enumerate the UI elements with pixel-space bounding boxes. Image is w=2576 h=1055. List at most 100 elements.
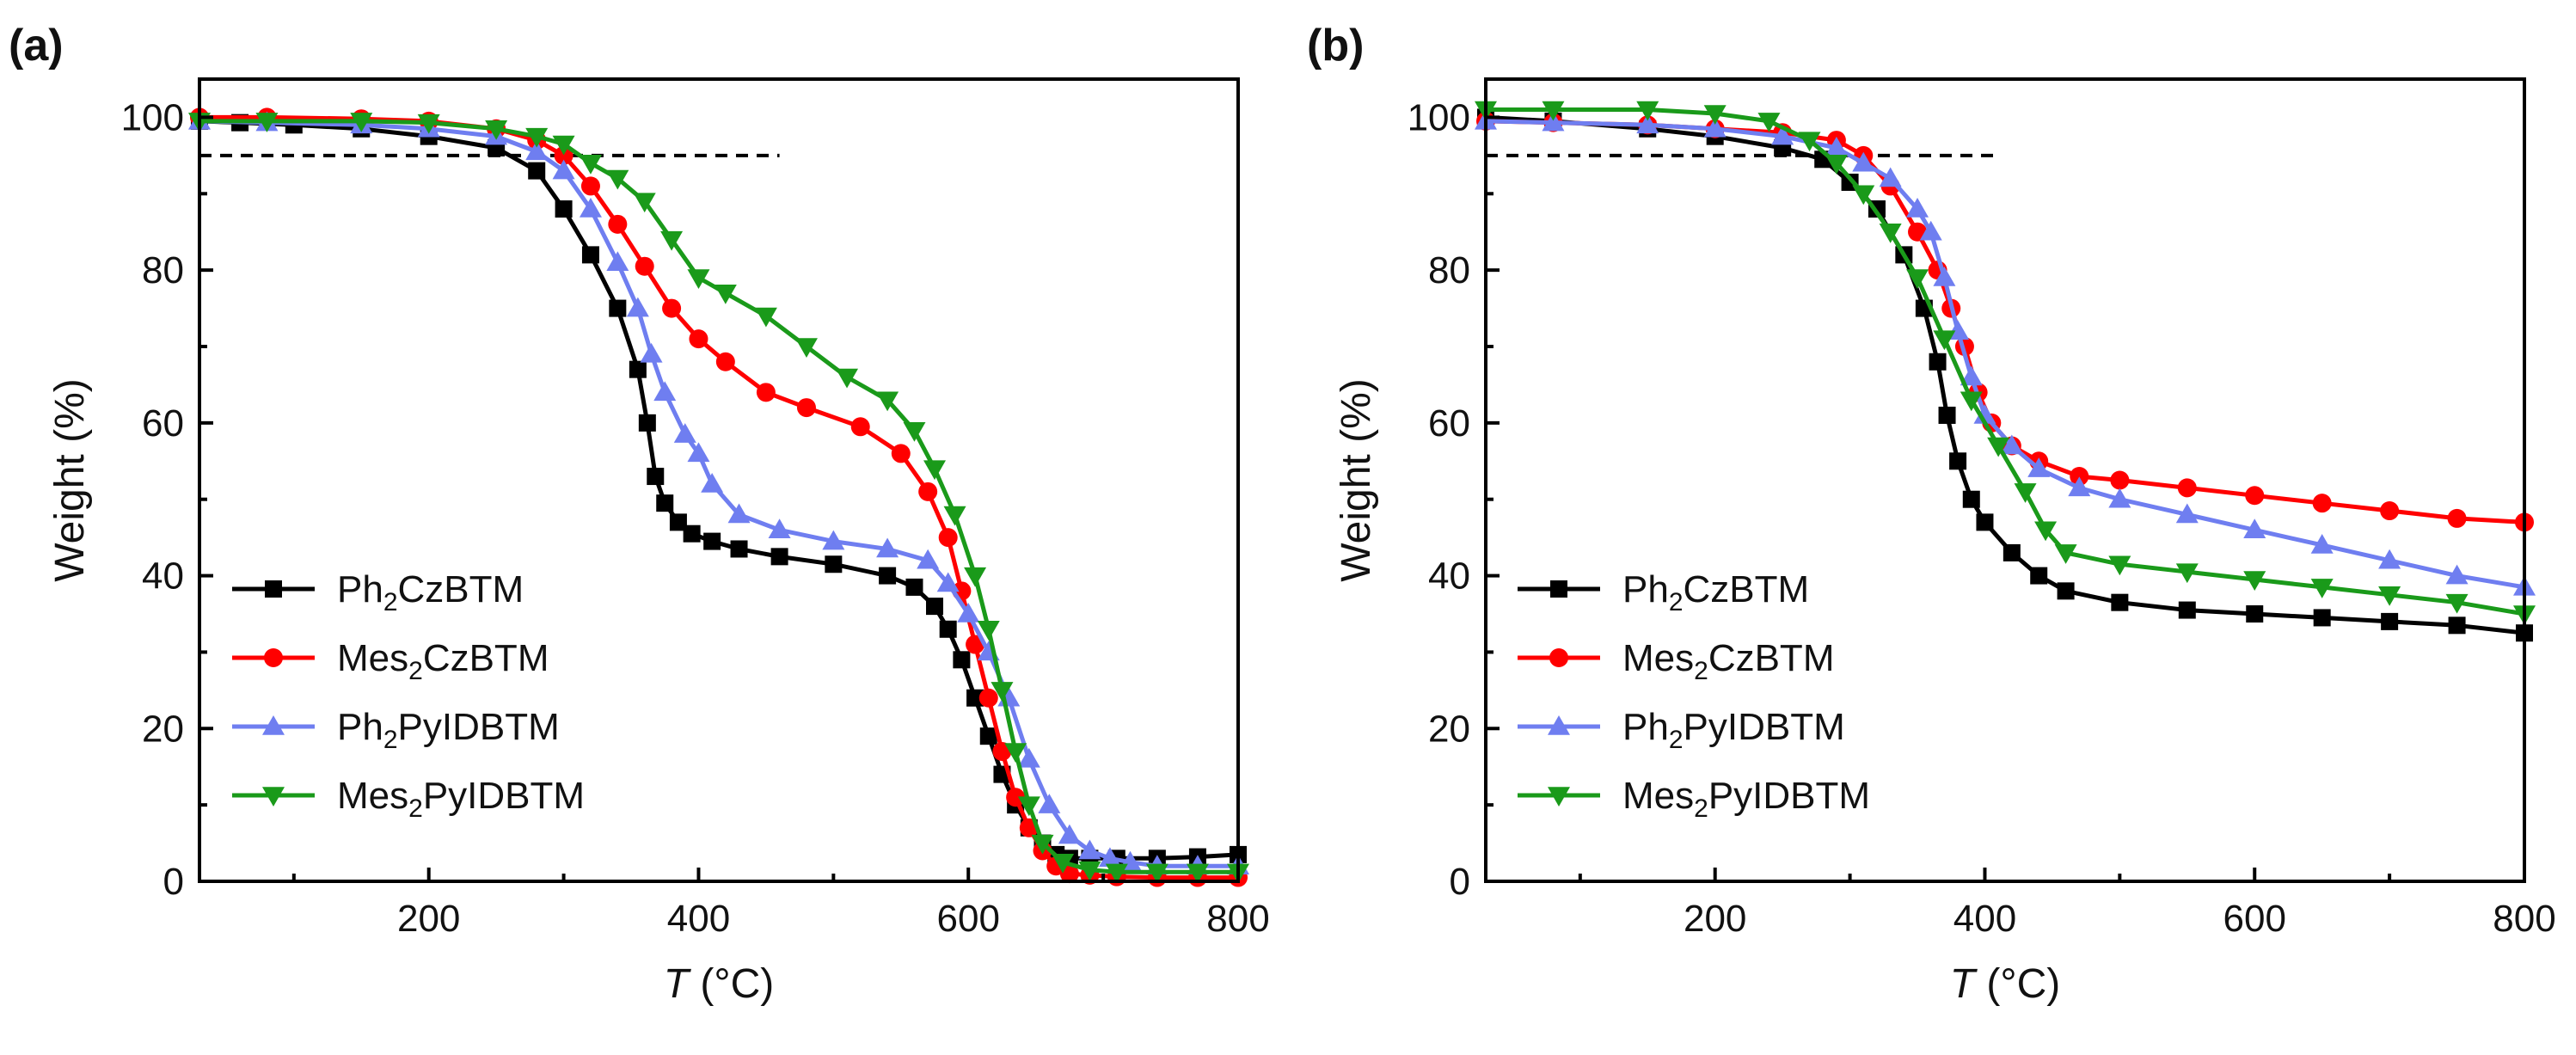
legend-text: Mes (337, 637, 408, 679)
data-point (903, 421, 926, 442)
data-point (581, 246, 599, 264)
data-point (918, 481, 938, 501)
data-point (2068, 476, 2091, 497)
data-point (978, 688, 998, 708)
data-point (770, 548, 788, 566)
x-tick-label: 400 (1953, 898, 2016, 940)
data-point (1852, 185, 1875, 205)
x-tick-label: 400 (667, 898, 730, 940)
data-point (525, 140, 549, 161)
data-point (822, 530, 845, 550)
y-tick-label: 40 (1428, 555, 1470, 598)
data-point (2175, 563, 2199, 584)
legend-item-mes2pyidbtm: Mes2PyIDBTM (1518, 775, 1870, 823)
legend-text: PyIDBTM (398, 706, 560, 748)
data-point (905, 578, 923, 596)
plot-frame (198, 77, 1240, 883)
data-point (350, 113, 373, 132)
data-point (2178, 601, 2196, 619)
x-tick-label: 600 (2223, 898, 2286, 940)
x-axis-variable: T (1950, 961, 1978, 1007)
data-point (964, 567, 987, 587)
legend-text: Ph (1622, 568, 1669, 610)
legend-item-mes2pyidbtm: Mes2PyIDBTM (232, 775, 585, 823)
legend-text: Mes (337, 775, 408, 817)
data-point (1919, 220, 1942, 241)
legend-item-mes2czbtm: Mes2CzBTM (1518, 637, 1834, 685)
legend-item-ph2pyidbtm: Ph2PyIDBTM (1518, 706, 1845, 754)
data-point (796, 398, 816, 418)
data-point (825, 555, 843, 574)
legend-marker (1548, 787, 1570, 807)
data-point (638, 414, 656, 432)
legend-item-ph2czbtm: Ph2CzBTM (232, 568, 524, 616)
data-point (991, 682, 1014, 702)
data-point (943, 506, 966, 526)
data-point (2057, 582, 2075, 600)
data-point (683, 524, 701, 543)
data-point (1906, 198, 1929, 218)
data-point (876, 537, 899, 558)
data-point (1078, 861, 1101, 881)
data-point (2000, 434, 2023, 455)
panel-label: (a) (9, 21, 64, 71)
data-point (656, 494, 674, 512)
data-point (626, 297, 649, 317)
legend-text: CzBTM (1708, 637, 1835, 679)
legend-text: CzBTM (423, 637, 549, 679)
data-point (606, 169, 629, 190)
data-point (836, 368, 859, 389)
data-point (2034, 521, 2058, 542)
panel-b: (b) 200 400 600 800 0 20 40 60 80 100 T (°C) Weight … (1307, 21, 2556, 1007)
data-point (1879, 223, 1902, 243)
data-point (673, 423, 696, 443)
data-point (609, 299, 627, 317)
data-point (2447, 508, 2467, 528)
y-axis-title: Weight (%) (1334, 378, 1379, 582)
data-point (2014, 483, 2037, 503)
x-axis-unit: (°C) (1975, 961, 2060, 1007)
y-tick-label: 20 (142, 708, 184, 750)
data-point (606, 251, 629, 272)
data-point (255, 113, 279, 132)
data-point (1825, 154, 1848, 175)
series-line (1485, 119, 2525, 590)
legend-marker (1548, 715, 1570, 735)
data-point (1098, 847, 1121, 868)
x-axis-title: T (°C) (1950, 961, 2061, 1007)
data-point (701, 472, 724, 493)
data-point (2177, 478, 2197, 498)
data-point (756, 383, 776, 402)
legend-label: Ph2CzBTM (1622, 568, 1809, 616)
data-point (1105, 863, 1128, 884)
data-point (730, 540, 748, 558)
data-point (2312, 494, 2332, 513)
legend-subscript: 2 (408, 794, 423, 823)
data-point (703, 532, 721, 550)
legend-marker (265, 580, 282, 598)
legend-label: Ph2CzBTM (337, 568, 524, 616)
data-point (2448, 616, 2466, 635)
y-tick-label: 40 (142, 555, 184, 598)
data-point (1976, 513, 1994, 531)
data-point (794, 338, 818, 358)
legend-subscript: 2 (1669, 588, 1684, 616)
y-tick-label: 100 (1408, 96, 1470, 138)
data-point (1771, 125, 1794, 145)
data-point (2378, 549, 2401, 569)
data-point (689, 329, 708, 349)
legend-text: CzBTM (398, 568, 524, 610)
data-point (936, 572, 960, 592)
data-point (714, 285, 737, 304)
data-point (768, 518, 791, 539)
data-point (640, 342, 663, 363)
data-point (580, 176, 600, 196)
legend-item-mes2czbtm: Mes2CzBTM (232, 637, 549, 685)
legend-text: PyIDBTM (423, 775, 585, 817)
legend-text: Mes (1622, 775, 1694, 817)
data-point (2003, 543, 2021, 561)
legend-label: Mes2CzBTM (1622, 637, 1834, 685)
data-point (2381, 612, 2399, 630)
